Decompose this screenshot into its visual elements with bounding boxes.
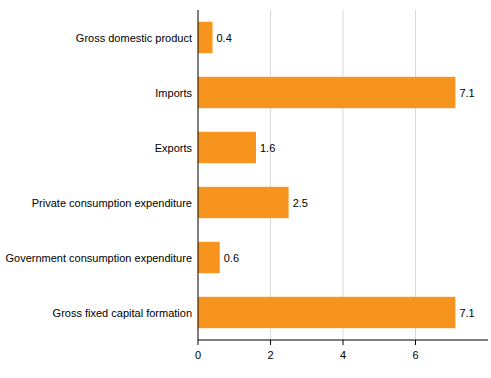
data-label: 7.1 — [459, 87, 474, 99]
category-label: Private consumption expenditure — [32, 197, 192, 209]
tick-label: 6 — [412, 349, 418, 361]
data-label: 1.6 — [260, 142, 275, 154]
tick-mark — [343, 340, 344, 345]
bar — [198, 297, 455, 328]
tick-mark — [415, 340, 416, 345]
bar — [198, 187, 289, 218]
data-label: 2.5 — [293, 197, 308, 209]
category-label: Gross domestic product — [76, 32, 192, 44]
category-label: Exports — [155, 142, 193, 154]
grid-line — [415, 10, 416, 340]
data-label: 0.4 — [217, 32, 232, 44]
chart-container: 0.4 Gross domestic product 7.1 Imports 1.6 Ex… — [0, 0, 491, 378]
category-label: Imports — [155, 87, 192, 99]
bar — [198, 242, 220, 273]
y-axis-line — [198, 10, 199, 340]
category-label: Gross fixed capital formation — [53, 307, 192, 319]
tick-label: 2 — [267, 349, 273, 361]
tick-label: 0 — [195, 349, 201, 361]
grid-line — [343, 10, 344, 340]
data-label: 0.6 — [224, 252, 239, 264]
category-label: Government consumption expenditure — [6, 252, 193, 264]
tick-mark — [270, 340, 271, 345]
grid-line — [270, 10, 271, 340]
tick-label: 4 — [340, 349, 346, 361]
data-label: 7.1 — [459, 307, 474, 319]
chart: 0.4 Gross domestic product 7.1 Imports 1.6 Ex… — [0, 0, 491, 378]
tick-mark — [198, 340, 199, 345]
bars — [198, 22, 455, 328]
bar — [198, 22, 213, 53]
bar — [198, 77, 455, 108]
bar — [198, 132, 256, 163]
